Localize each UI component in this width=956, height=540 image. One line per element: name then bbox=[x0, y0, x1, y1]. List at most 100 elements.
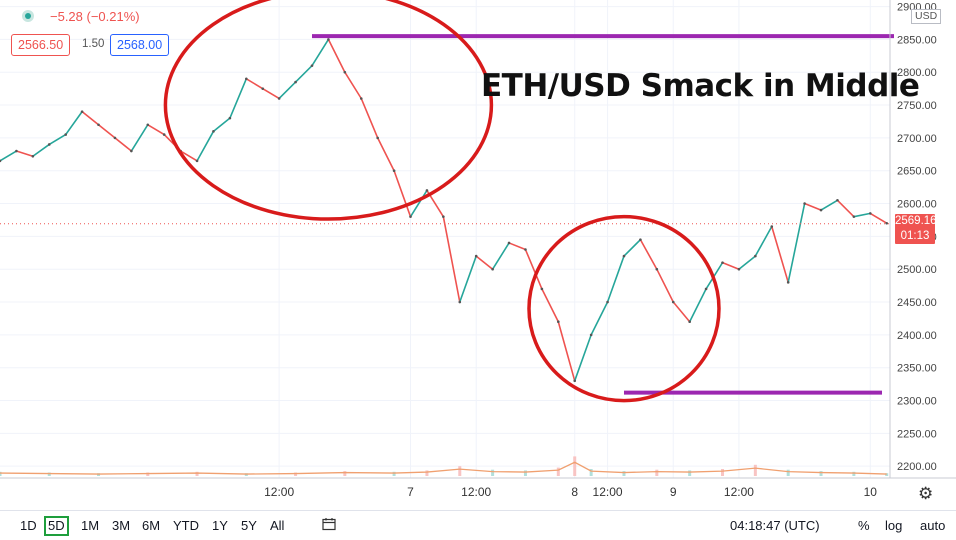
y-tick-label: 2400.00 bbox=[897, 330, 937, 342]
price-segment bbox=[656, 268, 675, 303]
price-point bbox=[442, 215, 445, 218]
timeframe-1d[interactable]: 1D bbox=[20, 518, 37, 533]
timeframe-ytd[interactable]: YTD bbox=[173, 518, 199, 533]
price-point bbox=[868, 212, 872, 215]
volume-bar bbox=[688, 470, 692, 476]
price-segment bbox=[787, 202, 806, 284]
price-segment bbox=[639, 238, 658, 271]
price-point bbox=[491, 267, 494, 271]
price-point bbox=[97, 123, 100, 127]
price-segment bbox=[15, 150, 34, 158]
bar-countdown: 01:13 bbox=[900, 230, 930, 242]
price-segment bbox=[81, 110, 100, 126]
price-point bbox=[15, 149, 18, 153]
price-point bbox=[277, 97, 281, 100]
price-point bbox=[195, 159, 199, 163]
volume-bar bbox=[721, 469, 725, 476]
volume-bar bbox=[819, 471, 823, 476]
timeframe-1y[interactable]: 1Y bbox=[212, 518, 228, 533]
price-point bbox=[606, 300, 609, 304]
price-segment bbox=[623, 238, 642, 257]
volume-bar bbox=[753, 464, 757, 476]
auto-scale-toggle[interactable]: auto bbox=[920, 518, 946, 533]
volume-bar bbox=[491, 469, 495, 476]
sell-price-button[interactable]: 2566.50 bbox=[11, 34, 71, 56]
price-segment bbox=[114, 137, 133, 152]
price-segment bbox=[179, 150, 198, 162]
price-segment bbox=[590, 301, 609, 336]
price-point bbox=[392, 169, 396, 173]
volume-bar bbox=[425, 470, 429, 476]
price-segment bbox=[475, 255, 494, 271]
volume-bar bbox=[392, 471, 396, 476]
y-tick-label: 2450.00 bbox=[897, 297, 937, 309]
volume-bar bbox=[146, 472, 150, 476]
gear-icon[interactable]: ⚙ bbox=[918, 484, 934, 503]
price-segment bbox=[738, 255, 757, 271]
live-dot-icon bbox=[22, 10, 34, 22]
x-tick-label: 12:00 bbox=[724, 485, 754, 499]
price-point bbox=[557, 320, 560, 324]
price-point bbox=[80, 110, 84, 113]
y-tick-label: 2500.00 bbox=[897, 264, 937, 276]
y-tick-label: 2250.00 bbox=[897, 428, 937, 440]
timeframe-3m[interactable]: 3M bbox=[112, 518, 131, 533]
price-point bbox=[31, 154, 35, 158]
volume-bar bbox=[589, 469, 593, 476]
price-series bbox=[0, 38, 889, 383]
price-point bbox=[409, 215, 412, 218]
price-segment bbox=[508, 242, 527, 251]
timeframe-5y[interactable]: 5Y bbox=[241, 518, 257, 533]
timeframe-6m[interactable]: 6M bbox=[142, 518, 161, 533]
utc-clock[interactable]: 04:18:47 (UTC) bbox=[730, 518, 820, 533]
price-point bbox=[589, 333, 593, 337]
price-point bbox=[425, 189, 429, 192]
price-point bbox=[524, 248, 527, 251]
price-point bbox=[885, 221, 889, 225]
price-segment bbox=[196, 130, 215, 162]
price-segment bbox=[721, 261, 740, 271]
price-point bbox=[573, 379, 577, 383]
price-segment bbox=[803, 202, 822, 211]
currency-badge[interactable]: USD bbox=[911, 9, 942, 24]
volume-bar bbox=[47, 472, 51, 476]
annotation-overlay bbox=[0, 0, 894, 403]
price-segment bbox=[524, 248, 543, 290]
volume-ma-line bbox=[0, 461, 887, 475]
price-point bbox=[294, 80, 297, 84]
price-point bbox=[507, 241, 511, 245]
price-point bbox=[47, 143, 51, 146]
price-point bbox=[786, 281, 790, 284]
x-tick-label: 12:00 bbox=[461, 485, 491, 499]
percent-scale-toggle[interactable]: % bbox=[858, 518, 870, 533]
price-segment bbox=[836, 199, 855, 218]
price-segment bbox=[64, 110, 83, 136]
price-segment bbox=[869, 212, 888, 225]
chart-grid bbox=[0, 0, 890, 478]
y-tick-label: 2600.00 bbox=[897, 199, 937, 211]
volume-bar bbox=[573, 456, 577, 476]
price-segment bbox=[245, 77, 264, 90]
log-scale-toggle[interactable]: log bbox=[885, 518, 903, 533]
symbol-header: −5.28 (−0.21%) 2566.50 1.50 2568.00 bbox=[0, 0, 890, 60]
price-point bbox=[622, 254, 626, 258]
buy-price-button[interactable]: 2568.00 bbox=[110, 34, 170, 56]
price-point bbox=[671, 300, 675, 304]
price-segment bbox=[327, 38, 346, 74]
highlight-ellipse-top bbox=[163, 0, 494, 221]
highlight-ellipse-bottom bbox=[527, 214, 721, 403]
timeframe-1m[interactable]: 1M bbox=[81, 518, 100, 533]
price-segment bbox=[360, 97, 379, 139]
price-point bbox=[376, 136, 379, 140]
volume-bar bbox=[343, 471, 347, 476]
spread-value: 1.50 bbox=[82, 38, 105, 50]
price-segment bbox=[688, 288, 707, 323]
x-tick-label: 8 bbox=[571, 485, 578, 499]
calendar-icon[interactable] bbox=[322, 517, 336, 531]
x-tick-label: 10 bbox=[864, 485, 878, 499]
price-segment bbox=[770, 225, 789, 284]
y-tick-label: 2800.00 bbox=[897, 67, 937, 79]
timeframe-5d[interactable]: 5D bbox=[44, 516, 69, 536]
y-tick-label: 2850.00 bbox=[897, 34, 937, 46]
timeframe-all[interactable]: All bbox=[270, 518, 285, 533]
